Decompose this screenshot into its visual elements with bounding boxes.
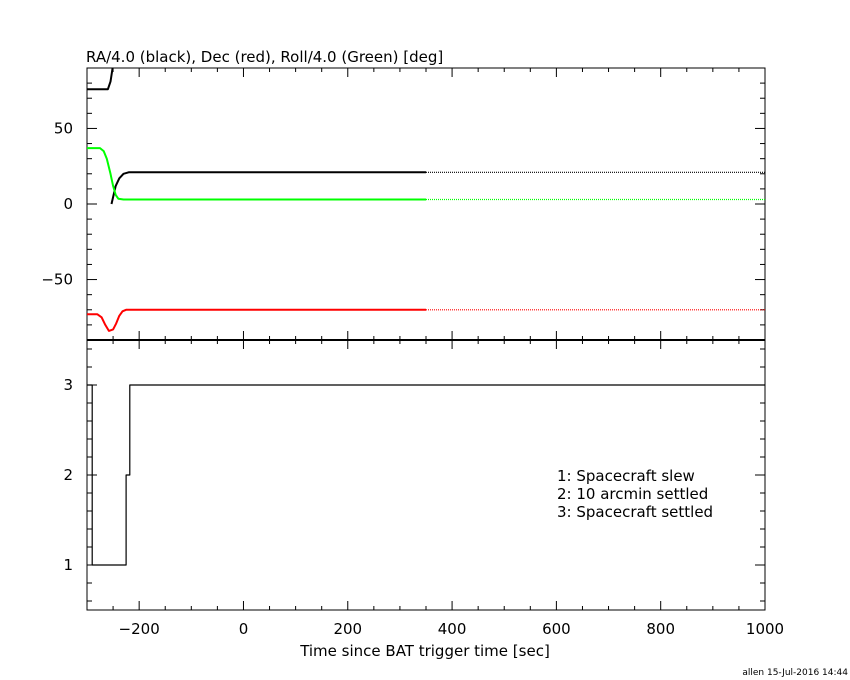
x-tick-label: −200 <box>119 620 160 638</box>
legend-entry: 2: 10 arcmin settled <box>557 485 708 503</box>
top-y-tick-label: 50 <box>54 119 73 137</box>
top-y-tick-label: 0 <box>63 195 73 213</box>
bottom-y-tick-label: 1 <box>63 556 73 574</box>
bottom-y-tick-label: 3 <box>63 376 73 394</box>
top-frame <box>86 67 766 341</box>
x-tick-label: 800 <box>646 620 675 638</box>
x-tick-label: 400 <box>438 620 467 638</box>
top-series-line <box>87 308 426 332</box>
legend-entry: 1: Spacecraft slew <box>557 467 695 485</box>
x-tick-label: 0 <box>239 620 249 638</box>
top-panel-title: RA/4.0 (black), Dec (red), Roll/4.0 (Gre… <box>86 48 443 66</box>
top-series-line <box>110 171 426 205</box>
legend-entry: 3: Spacecraft settled <box>557 503 713 521</box>
bottom-y-tick-label: 2 <box>63 466 73 484</box>
x-tick-label: 200 <box>333 620 362 638</box>
bottom-series-line <box>87 384 765 566</box>
settle-status-panel: 1 2 3 −200 0 200 400 600 800 1000 1: Spacecraft sl… <box>63 339 784 638</box>
top-y-tick-label: −50 <box>41 271 73 289</box>
x-tick-label: 600 <box>542 620 571 638</box>
x-axis-label: Time since BAT trigger time [sec] <box>299 642 550 660</box>
x-tick-label: 1000 <box>746 620 784 638</box>
attitude-panel: −50 0 50 <box>41 67 766 341</box>
top-series-line <box>87 147 426 201</box>
top-series-line <box>87 68 114 91</box>
footer-stamp: allen 15-Jul-2016 14:44 <box>742 668 848 678</box>
